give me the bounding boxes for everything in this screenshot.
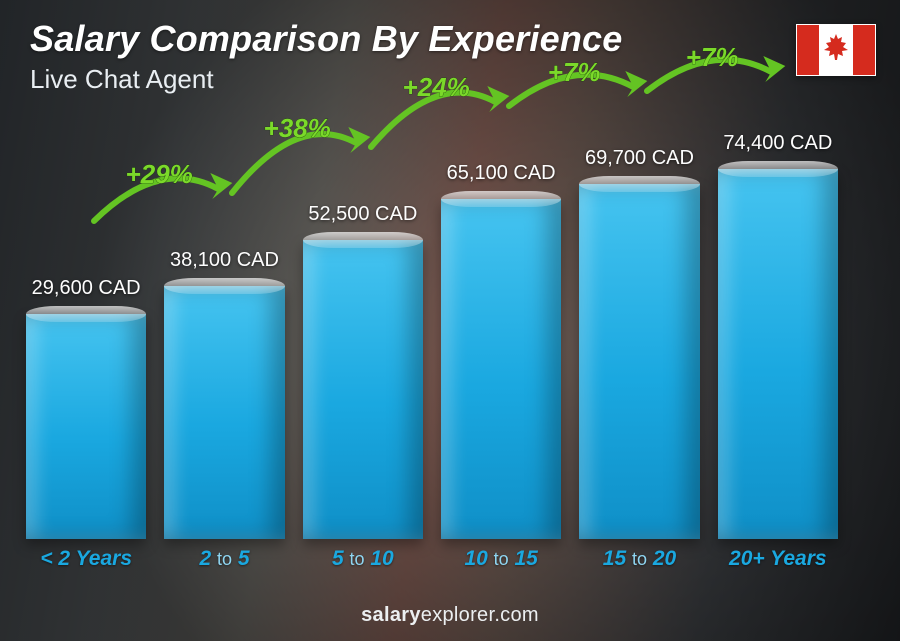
footer-brand: salaryexplorer.com: [0, 604, 900, 627]
x-label: 10 to 15: [441, 547, 561, 571]
maple-leaf-icon: [821, 34, 851, 66]
x-label: 20+ Years: [718, 547, 838, 571]
x-label: < 2 Years: [26, 547, 146, 571]
bar-chart: 29,600 CAD38,100 CAD52,500 CAD65,100 CAD…: [20, 120, 844, 571]
page-title: Salary Comparison By Experience: [30, 18, 622, 60]
bar: [164, 286, 284, 539]
flag-band-right: [853, 25, 875, 75]
bar-value-label: 29,600 CAD: [32, 277, 141, 300]
footer-brand-bold: salary: [361, 604, 421, 626]
bar-wrap: 74,400 CAD: [718, 169, 838, 539]
bar-wrap: 29,600 CAD: [26, 314, 146, 539]
page-subtitle: Live Chat Agent: [30, 64, 622, 95]
infographic-stage: Salary Comparison By Experience Live Cha…: [0, 0, 900, 641]
bar: [441, 199, 561, 539]
bar-wrap: 65,100 CAD: [441, 199, 561, 539]
bar-value-label: 69,700 CAD: [585, 147, 694, 170]
bar: [26, 314, 146, 539]
bar-wrap: 69,700 CAD: [579, 184, 699, 539]
flag-band-left: [797, 25, 819, 75]
bar: [579, 184, 699, 539]
x-label: 2 to 5: [164, 547, 284, 571]
bar-value-label: 52,500 CAD: [308, 203, 417, 226]
title-block: Salary Comparison By Experience Live Cha…: [30, 18, 622, 95]
bar-wrap: 38,100 CAD: [164, 286, 284, 539]
x-axis-labels: < 2 Years 2 to 5 5 to 10 10 to 15 15 to 20 20…: [20, 547, 844, 571]
bar-value-label: 74,400 CAD: [723, 132, 832, 155]
bar-wrap: 52,500 CAD: [303, 240, 423, 539]
x-label: 5 to 10: [303, 547, 423, 571]
svg-text:+7%: +7%: [686, 42, 739, 72]
bar-value-label: 38,100 CAD: [170, 249, 279, 272]
footer-brand-rest: explorer.com: [421, 604, 539, 626]
x-label: 15 to 20: [579, 547, 699, 571]
bar-value-label: 65,100 CAD: [447, 162, 556, 185]
bars-container: 29,600 CAD38,100 CAD52,500 CAD65,100 CAD…: [20, 120, 844, 539]
bar: [303, 240, 423, 539]
country-flag: [796, 24, 876, 76]
bar: [718, 169, 838, 539]
